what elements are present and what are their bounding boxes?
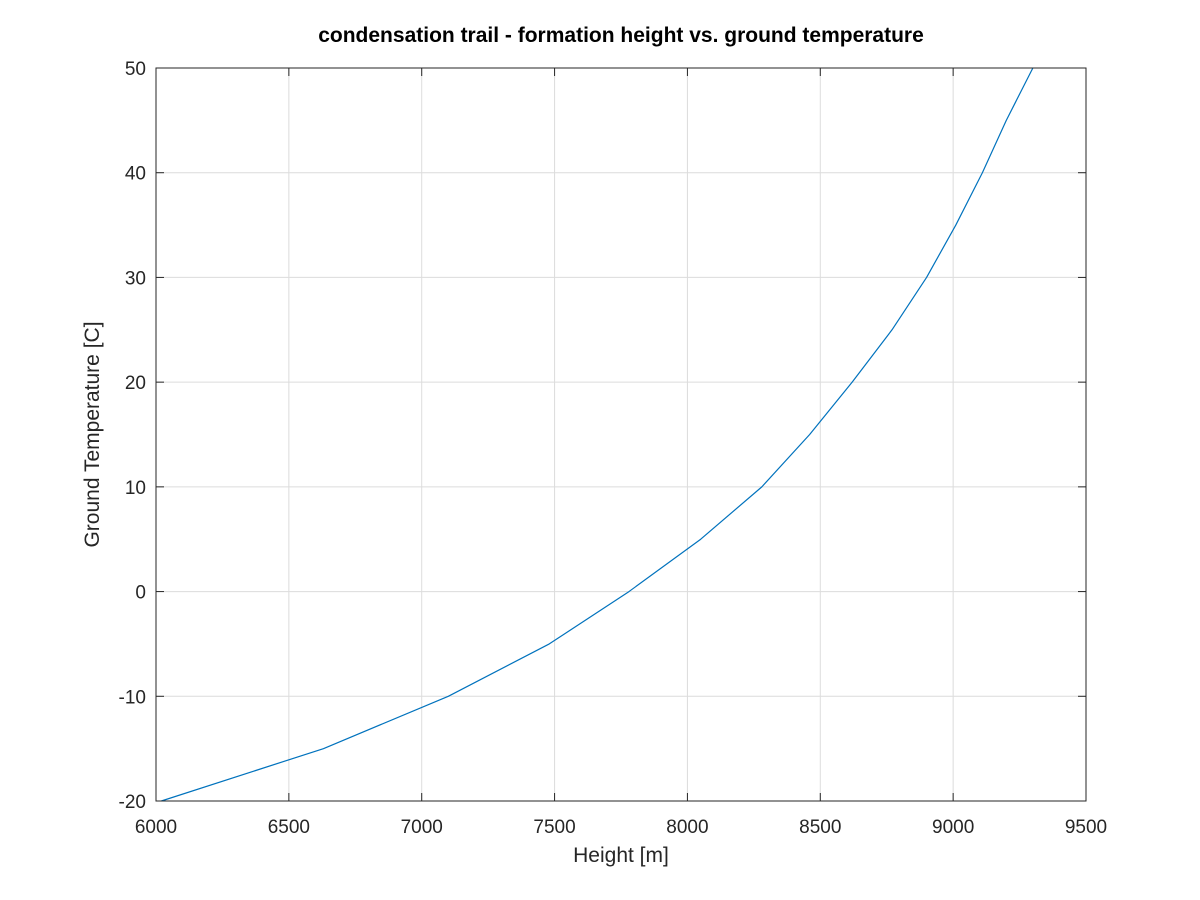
axes-box [155, 67, 1087, 802]
y-tick-label: 30 [125, 268, 146, 289]
y-tick-label: 50 [125, 59, 146, 80]
y-tick-label: -10 [119, 687, 146, 708]
x-tick-label: 7000 [401, 817, 443, 838]
y-tick-label: 20 [125, 373, 146, 394]
y-tick-label: 0 [135, 583, 146, 604]
plot-area [156, 68, 1086, 801]
x-tick-label: 7500 [533, 817, 575, 838]
x-tick-label: 6000 [135, 817, 177, 838]
series-line-0 [161, 67, 1034, 802]
x-tick-label: 8000 [666, 817, 708, 838]
x-tick-label: 9000 [932, 817, 974, 838]
y-axis-label: Ground Temperature [C] [81, 321, 104, 547]
x-axis-label: Height [m] [573, 844, 669, 867]
x-tick-label: 6500 [268, 817, 310, 838]
y-tick-label: 40 [125, 164, 146, 185]
ticks: 6000 6500 7000 7500 8000 8500 9000 9500 -20 -10 0 1… [119, 59, 1108, 838]
series-layer [161, 67, 1034, 802]
x-tick-label: 9500 [1065, 817, 1107, 838]
x-tick-label: 8500 [799, 817, 841, 838]
chart-title: condensation trail - formation height vs… [318, 24, 924, 47]
y-tick-label: 10 [125, 478, 146, 499]
y-tick-label: -20 [119, 792, 146, 813]
